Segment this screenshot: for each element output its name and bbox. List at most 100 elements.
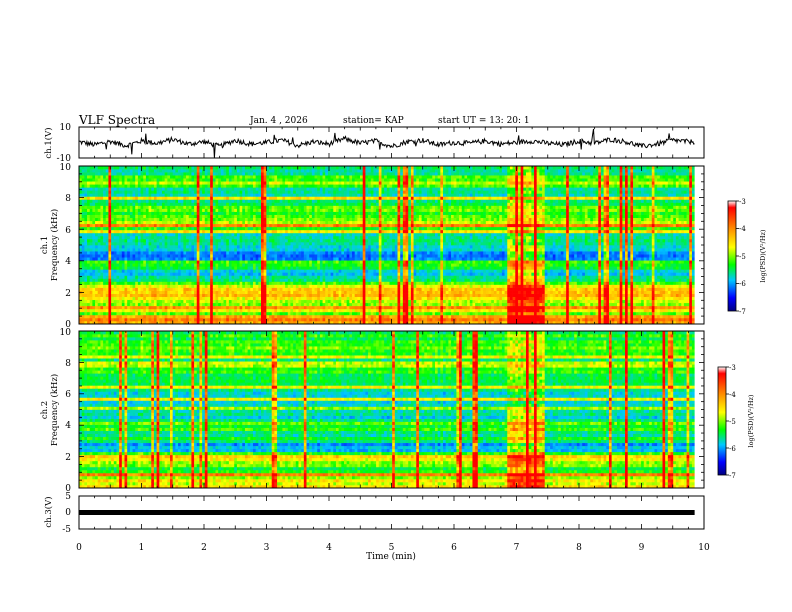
spectrogram-cell bbox=[202, 178, 206, 182]
spectrogram-cell bbox=[319, 287, 323, 291]
spectrogram-cell bbox=[108, 181, 112, 185]
spectrogram-cell bbox=[188, 284, 192, 288]
spectrogram-cell bbox=[161, 193, 166, 197]
spectrogram-cell bbox=[333, 293, 337, 298]
spectrogram-cell bbox=[151, 187, 155, 191]
spectrogram-cell bbox=[210, 290, 214, 294]
spectrogram-cell bbox=[164, 281, 168, 285]
spectrogram-cell bbox=[159, 302, 163, 307]
spectrogram-cell bbox=[151, 235, 155, 240]
spectrogram-cell bbox=[111, 290, 115, 294]
spectrogram-cell bbox=[226, 238, 230, 243]
spectrogram-cell bbox=[252, 229, 257, 234]
spectrogram-cell bbox=[204, 202, 208, 206]
spectrogram-cell bbox=[317, 290, 321, 294]
spectrogram-cell bbox=[263, 287, 267, 291]
spectrogram-cell bbox=[186, 199, 190, 203]
spectrogram-cell bbox=[119, 235, 123, 240]
spectrogram-cell bbox=[282, 257, 286, 261]
spectrogram-cell bbox=[113, 172, 117, 176]
spectrogram-cell bbox=[293, 245, 297, 249]
spectrogram-cell bbox=[113, 257, 117, 261]
spectrogram-cell bbox=[116, 308, 120, 313]
spectrogram-cell bbox=[186, 241, 190, 246]
spectrogram-cell bbox=[153, 217, 157, 222]
spectrogram-cell bbox=[295, 214, 299, 219]
spectrogram-cell bbox=[127, 184, 131, 188]
spectrogram-cell bbox=[105, 299, 109, 304]
spectrogram-cell bbox=[92, 293, 96, 298]
spectrogram-cell bbox=[252, 266, 257, 270]
spectrogram-cell bbox=[129, 184, 133, 188]
spectrogram-cell bbox=[108, 196, 112, 200]
spectrogram-cell bbox=[87, 175, 91, 179]
spectrogram-cell bbox=[202, 308, 206, 313]
spectrogram-cell bbox=[81, 248, 85, 252]
spectrogram-cell bbox=[121, 196, 125, 200]
spectrogram-cell bbox=[210, 235, 214, 240]
spectrogram-cell bbox=[186, 287, 190, 291]
spectrogram-cell bbox=[218, 187, 222, 191]
spectrogram-cell bbox=[327, 196, 331, 200]
spectrogram-cell bbox=[226, 287, 230, 291]
spectrogram-cell bbox=[116, 214, 120, 219]
spectrogram-cell bbox=[140, 275, 144, 279]
spectrogram-cell bbox=[287, 241, 291, 246]
spectrogram-cell bbox=[186, 166, 190, 170]
spectrogram-cell bbox=[151, 251, 155, 255]
spectrogram-cell bbox=[317, 232, 321, 237]
spectrogram-cell bbox=[175, 223, 179, 228]
spectrogram-cell bbox=[191, 245, 195, 249]
spectrogram-cell bbox=[140, 254, 144, 258]
spectrogram-cell bbox=[242, 205, 246, 209]
spectrogram-cell bbox=[194, 248, 198, 252]
spectrogram-cell bbox=[212, 238, 216, 243]
spectrogram-cell bbox=[306, 181, 310, 185]
spectrogram-cell bbox=[140, 314, 144, 319]
spectrogram-cell bbox=[151, 290, 155, 294]
spectrogram-cell bbox=[207, 245, 211, 249]
spectrogram-cell bbox=[215, 172, 219, 176]
spectrogram-cell bbox=[119, 269, 123, 273]
spectrogram-cell bbox=[220, 302, 224, 307]
spectrogram-cell bbox=[172, 199, 176, 203]
spectrogram-cell bbox=[111, 184, 115, 188]
spectrogram-cell bbox=[145, 241, 149, 246]
spectrogram-cell bbox=[127, 196, 131, 200]
spectrogram-cell bbox=[105, 308, 109, 313]
spectrogram-cell bbox=[159, 202, 163, 206]
spectrogram-cell bbox=[325, 199, 329, 203]
spectrogram-cell bbox=[279, 205, 283, 209]
spectrogram-cell bbox=[274, 178, 278, 182]
spectrogram-cell bbox=[258, 278, 262, 282]
spectrogram-cell bbox=[113, 266, 117, 270]
spectrogram-cell bbox=[228, 317, 232, 322]
spectrogram-cell bbox=[311, 275, 315, 279]
spectrogram-cell bbox=[223, 175, 227, 179]
spectrogram-cell bbox=[113, 311, 117, 316]
spectrogram-cell bbox=[129, 275, 133, 279]
spectrogram-cell bbox=[137, 187, 141, 191]
spectrogram-cell bbox=[204, 293, 208, 298]
spectrogram-cell bbox=[269, 245, 273, 249]
spectrogram-cell bbox=[97, 287, 101, 291]
spectrogram-cell bbox=[210, 248, 214, 252]
spectrogram-cell bbox=[113, 299, 117, 304]
spectrogram-cell bbox=[223, 287, 227, 291]
spectrogram-cell bbox=[116, 245, 120, 249]
spectrogram-cell bbox=[309, 220, 313, 225]
spectrogram-cell bbox=[159, 314, 163, 319]
spectrogram-cell bbox=[287, 317, 291, 322]
spectrogram-cell bbox=[261, 296, 265, 301]
spectrogram-cell bbox=[239, 272, 243, 276]
spectrogram-cell bbox=[210, 205, 214, 209]
spectrogram-cell bbox=[333, 257, 337, 261]
spectrogram-cell bbox=[137, 266, 141, 270]
spectrogram-cell bbox=[269, 214, 273, 219]
spectrogram-cell bbox=[212, 302, 216, 307]
spectrogram-cell bbox=[161, 235, 166, 240]
spectrogram-cell bbox=[161, 260, 166, 264]
spectrogram-cell bbox=[226, 317, 230, 322]
spectrogram-cell bbox=[244, 241, 248, 246]
spectrogram-cell bbox=[97, 263, 101, 267]
